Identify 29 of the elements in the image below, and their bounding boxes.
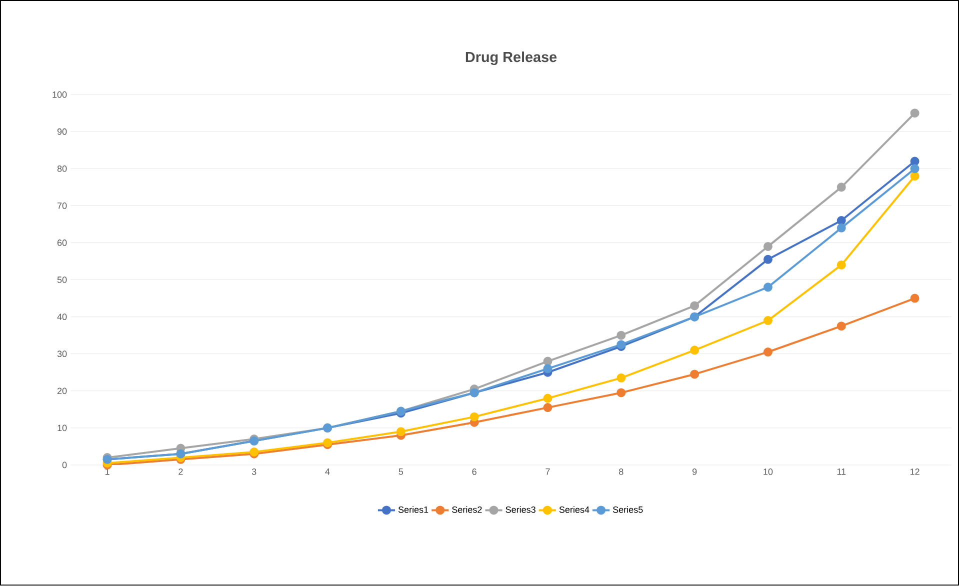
- x-tick-label: 4: [325, 468, 330, 475]
- legend-label: Series3: [506, 506, 536, 514]
- y-tick-label: 30: [57, 350, 67, 358]
- legend-label: Series4: [559, 506, 590, 514]
- x-tick-label: 12: [910, 468, 920, 475]
- y-tick-label: 0: [62, 462, 67, 468]
- x-tick-label: 9: [692, 468, 697, 476]
- y-tick-label: 70: [57, 202, 67, 210]
- x-tick-label: 10: [764, 468, 773, 476]
- y-tick-label: 40: [57, 314, 67, 320]
- y-tick-label: 20: [57, 388, 67, 394]
- y-tick-label: 50: [57, 276, 67, 284]
- legend-label: Series5: [613, 506, 643, 514]
- y-tick-label: 10: [58, 424, 67, 432]
- x-tick-label: 1: [105, 468, 110, 475]
- legend-label: Series2: [452, 506, 482, 514]
- y-tick-label: 80: [57, 166, 67, 172]
- chart-title: Drug Release: [466, 52, 557, 66]
- x-tick-label: 2: [178, 468, 183, 475]
- x-tick-label: 3: [252, 468, 256, 476]
- x-tick-label: 5: [398, 468, 404, 476]
- y-tick-label: 90: [57, 128, 67, 136]
- y-tick-label: 60: [57, 240, 67, 246]
- x-tick-label: 8: [619, 468, 624, 476]
- x-tick-label: 7: [546, 468, 550, 475]
- legend-label: Series1: [398, 506, 428, 514]
- x-tick-label: 11: [837, 468, 846, 475]
- x-tick-label: 6: [472, 468, 476, 476]
- y-tick-label: 100: [52, 92, 67, 98]
